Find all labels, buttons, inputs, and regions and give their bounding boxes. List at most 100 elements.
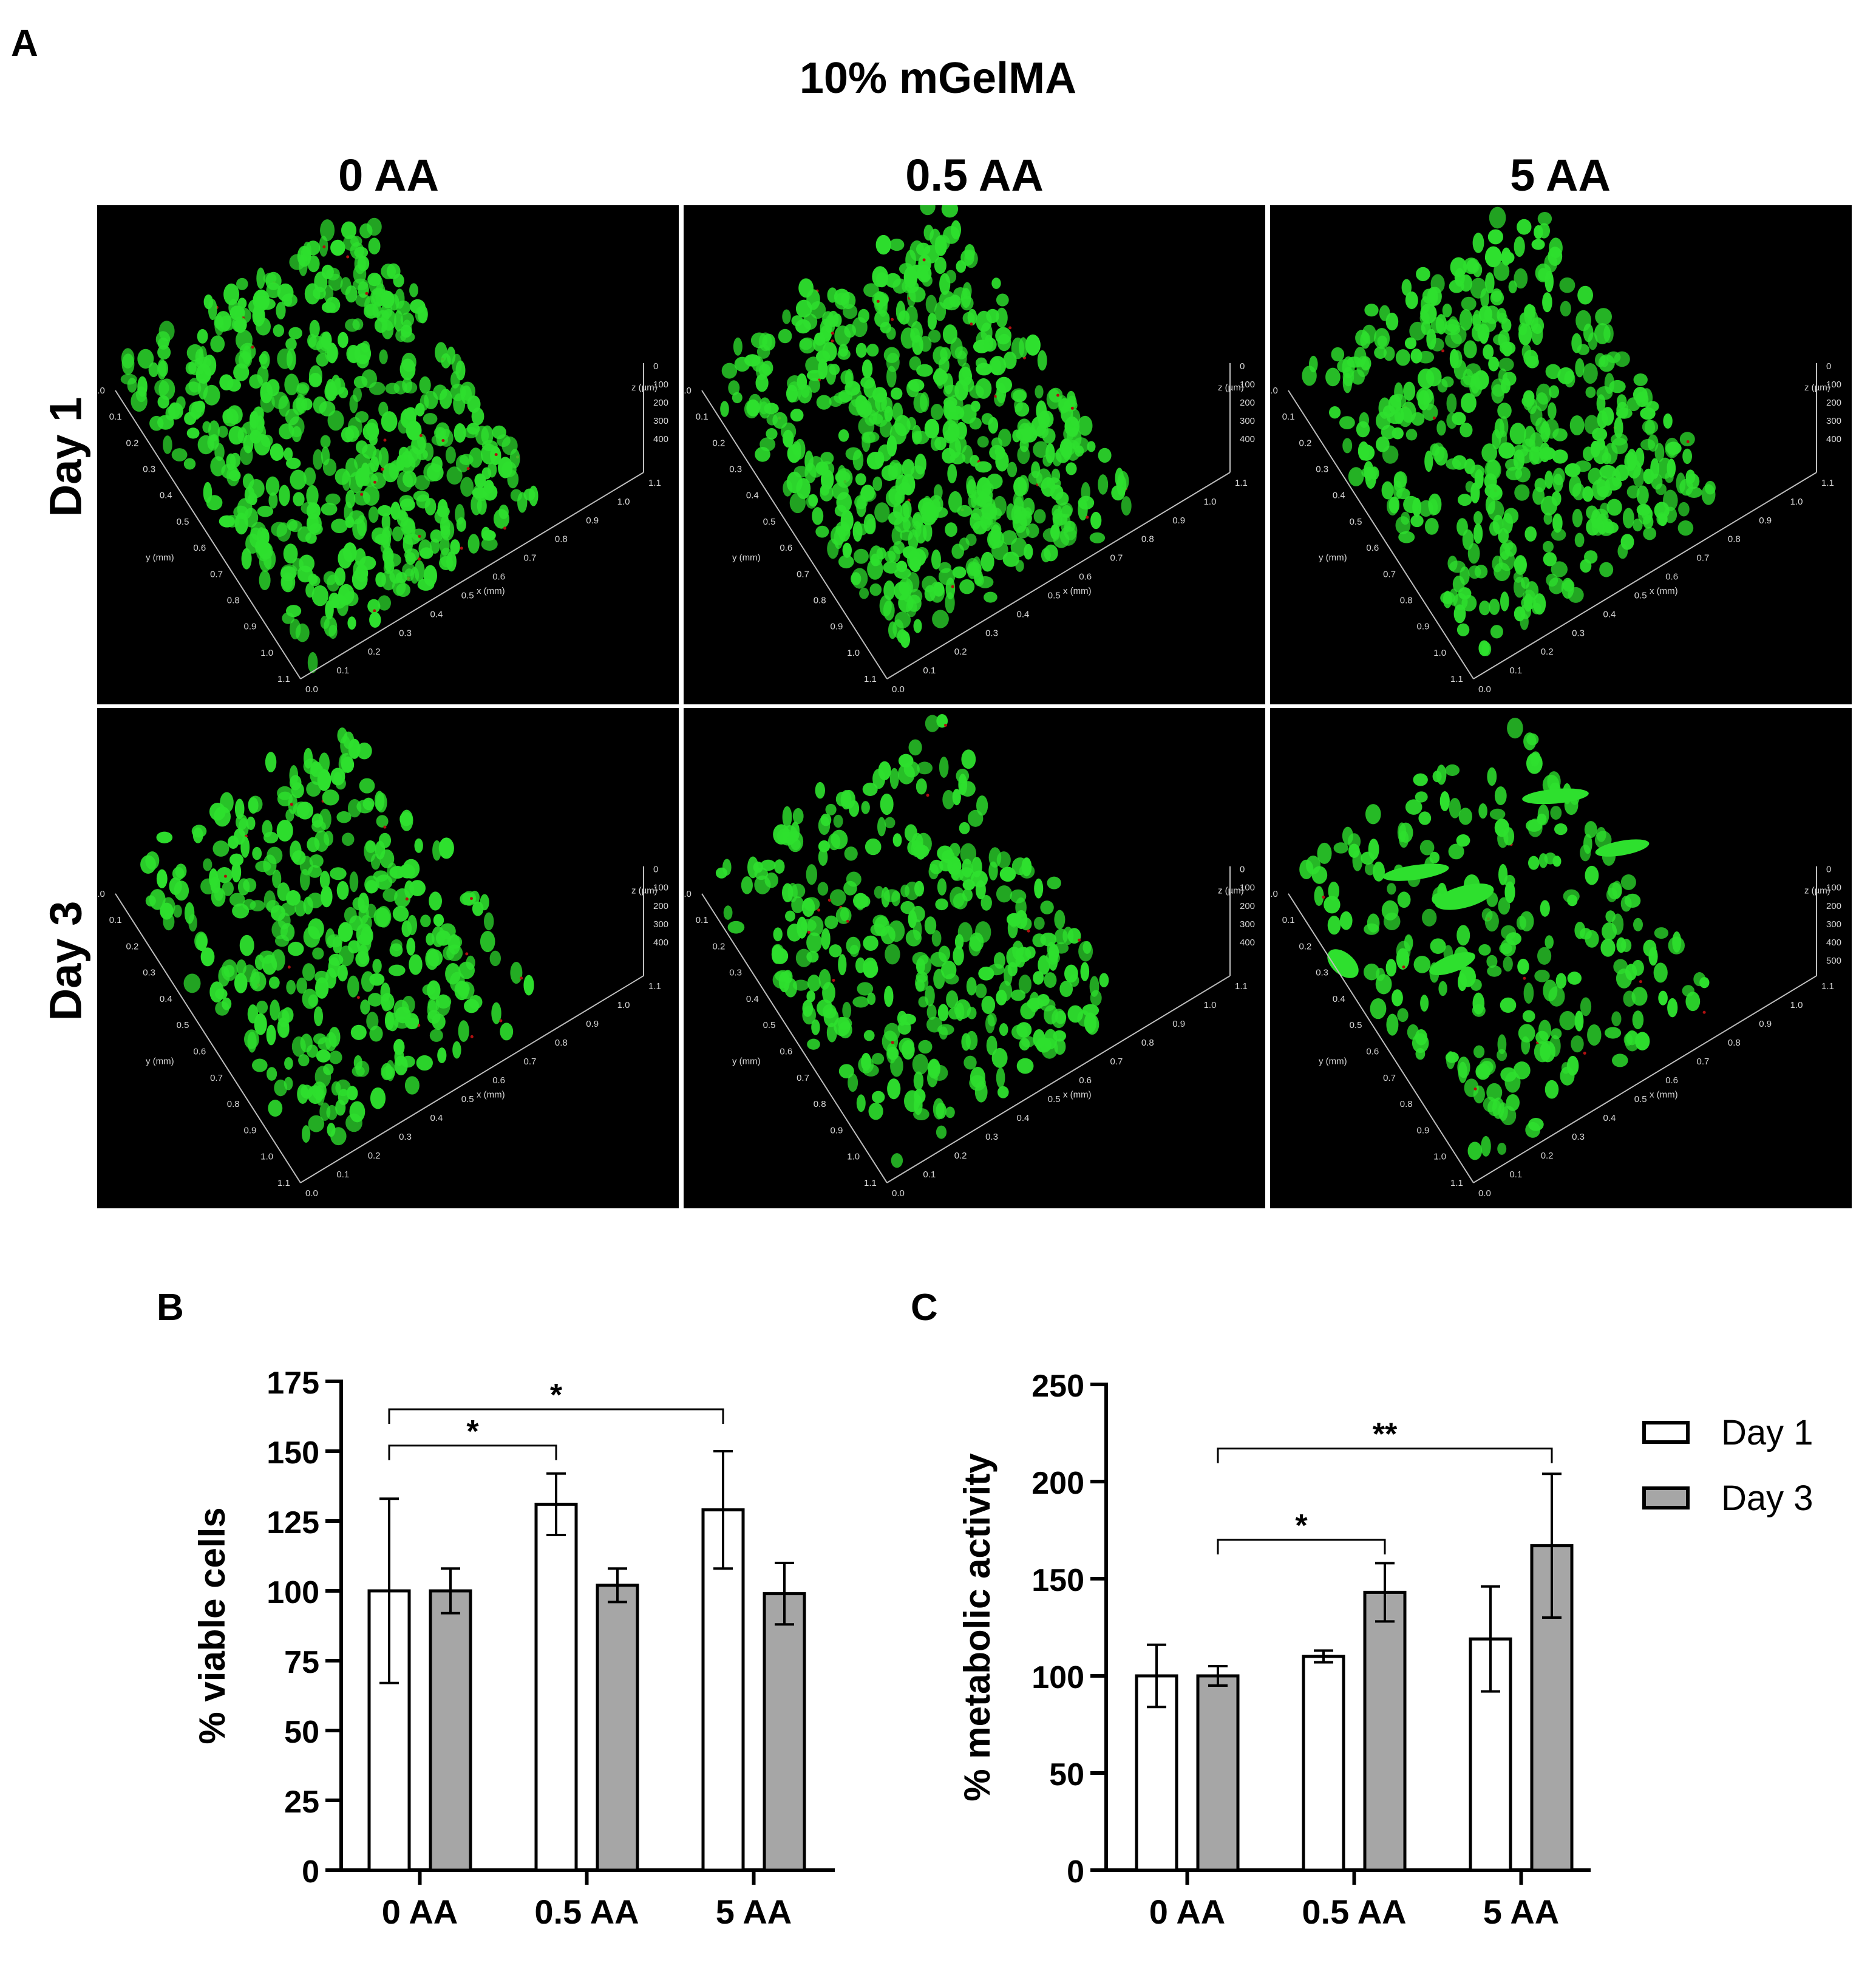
micro-x-label: x (mm) xyxy=(1650,586,1678,596)
micro-y-tick: 0.1 xyxy=(1282,412,1295,422)
y-axis-label: % viable cells xyxy=(192,1507,233,1744)
micro-y-tick: 0.4 xyxy=(160,491,172,501)
micro-y-tick: 0.0 xyxy=(97,889,105,899)
micro-x-tick: 0.9 xyxy=(1759,516,1772,526)
micro-y-label: y (mm) xyxy=(732,553,761,563)
micro-y-tick: 0.2 xyxy=(713,438,726,448)
panel-letter-c: C xyxy=(911,1287,938,1329)
micro-z-tick: 400 xyxy=(1240,938,1255,948)
micro-x-tick: 0.8 xyxy=(555,534,568,545)
bar-day3-2 xyxy=(763,1592,806,1872)
micro-y-tick: 0.6 xyxy=(193,543,206,553)
micro-y-tick: 0.5 xyxy=(177,1020,189,1030)
micro-x-tick: 0.8 xyxy=(555,1038,568,1048)
micro-y-label: y (mm) xyxy=(1319,1056,1347,1066)
micro-y-tick: 0.1 xyxy=(109,915,122,925)
micro-y-tick: 0.4 xyxy=(1333,491,1345,501)
x-tick-label: 5 AA xyxy=(1483,1893,1560,1931)
micro-z-tick: 300 xyxy=(1826,919,1841,930)
micro-y-tick: 0.9 xyxy=(1417,622,1430,632)
micro-z-label: z (µm) xyxy=(1804,383,1830,393)
micro-z-label: z (µm) xyxy=(631,886,658,896)
micro-x-tick: 0.7 xyxy=(524,1057,537,1067)
micro-x-tick: 0.6 xyxy=(1665,572,1678,582)
micrograph-day1-0aa: 0.0 0.1 0.2 0.3 0.4 0.5 0.6 0.7 0.8 0.9 1.0 1.1 0.0 0… xyxy=(97,205,679,704)
micro-x-tick: 0.3 xyxy=(399,1132,412,1142)
micro-x-tick: 0.3 xyxy=(399,628,412,638)
micro-z-tick: 300 xyxy=(653,416,668,426)
micro-x-tick: 1.1 xyxy=(648,478,661,488)
micro-y-tick: 1.1 xyxy=(277,1178,290,1188)
micro-y-tick: 0.8 xyxy=(1400,596,1413,606)
micro-x-tick: 0.3 xyxy=(985,628,998,638)
micro-x-tick: 0.7 xyxy=(1110,1057,1123,1067)
micro-y-tick: 0.9 xyxy=(1417,1125,1430,1135)
micro-y-tick: 1.0 xyxy=(260,648,273,658)
viable-cells-chart: 0 25 50 75 100 125 150 175 % viable cells 0 AA 0.5… xyxy=(192,1366,835,1931)
micro-x-label: x (mm) xyxy=(1650,1090,1678,1100)
micro-x-tick: 0.8 xyxy=(1141,1038,1154,1048)
x-tick-label: 0.5 AA xyxy=(1302,1893,1406,1931)
micro-z-tick: 100 xyxy=(653,883,668,893)
legend-label-day1: Day 1 xyxy=(1721,1412,1813,1452)
micro-x-tick: 1.0 xyxy=(1790,497,1803,507)
micro-y-tick: 0.6 xyxy=(1366,1046,1379,1057)
micro-y-tick: 0.8 xyxy=(227,596,240,606)
micro-z-tick: 200 xyxy=(1826,398,1841,408)
micro-y-tick: 0.6 xyxy=(1366,543,1379,553)
micro-x-tick: 0.7 xyxy=(1110,553,1123,563)
figure-title: 10% mGelMA xyxy=(799,54,1077,103)
panel-letter-b: B xyxy=(157,1287,184,1329)
micro-x-tick: 0.4 xyxy=(1017,609,1030,619)
micro-x-tick: 0.8 xyxy=(1141,534,1154,545)
micro-y-tick: 0.9 xyxy=(831,622,843,632)
metabolic-activity-chart: 0 50 100 150 200 250 % metabolic activity 0 AA 0… xyxy=(957,1369,1591,1931)
legend: Day 1 Day 3 xyxy=(1642,1400,1813,1531)
micro-x-tick: 1.1 xyxy=(1821,981,1834,992)
micro-y-tick: 0.8 xyxy=(1400,1099,1413,1109)
micro-y-tick: 0.5 xyxy=(1350,1020,1362,1030)
cell-cloud xyxy=(720,205,1132,648)
micro-z-tick: 400 xyxy=(1826,938,1841,948)
micro-y-tick: 0.4 xyxy=(160,994,172,1004)
micro-y-tick: 0.3 xyxy=(1316,465,1328,475)
y-tick-label: 100 xyxy=(1031,1660,1084,1695)
micro-x-tick: 0.1 xyxy=(336,665,349,676)
micro-y-tick: 1.1 xyxy=(864,1178,877,1188)
micro-x-tick: 0.4 xyxy=(430,1113,443,1123)
micro-x-tick: 0.2 xyxy=(368,1151,381,1161)
micro-y-tick: 0.6 xyxy=(780,543,792,553)
y-tick-label: 175 xyxy=(267,1366,319,1401)
micro-x-tick: 0.9 xyxy=(1172,1019,1185,1029)
micro-x-tick: 1.0 xyxy=(1204,1000,1217,1010)
micro-x-tick: 0.6 xyxy=(1665,1075,1678,1086)
y-tick-label: 0 xyxy=(1067,1854,1084,1890)
micro-z-tick: 200 xyxy=(1826,901,1841,911)
micro-z-tick: 100 xyxy=(1240,883,1255,893)
micro-y-label: y (mm) xyxy=(146,1056,174,1066)
micro-x-tick: 0.0 xyxy=(305,1188,318,1199)
micro-y-tick: 0.3 xyxy=(729,465,742,475)
micro-z-tick: 400 xyxy=(653,938,668,948)
micro-y-tick: 0.8 xyxy=(814,1099,826,1109)
x-tick-label: 5 AA xyxy=(716,1893,792,1931)
micro-x-tick: 0.6 xyxy=(1079,572,1092,582)
micro-y-tick: 0.0 xyxy=(684,386,692,396)
micrograph-day3-5aa: 0.0 0.1 0.2 0.3 0.4 0.5 0.6 0.7 0.8 0.9 1.0 1.1 0.0 0… xyxy=(1270,708,1852,1208)
legend-label-day3: Day 3 xyxy=(1721,1478,1813,1518)
cell-cloud xyxy=(120,217,539,673)
bar-day3-1 xyxy=(596,1584,639,1872)
micro-z-tick: 0 xyxy=(1826,361,1831,372)
micrograph-day3-05aa: 0.0 0.1 0.2 0.3 0.4 0.5 0.6 0.7 0.8 0.9 1.0 1.1 0.0 0… xyxy=(684,708,1265,1208)
micro-y-tick: 0.7 xyxy=(1383,1073,1396,1083)
micro-x-tick: 0.1 xyxy=(923,665,936,676)
cell-cloud xyxy=(1299,717,1710,1160)
micro-x-tick: 1.1 xyxy=(1235,981,1248,992)
micro-y-tick: 0.3 xyxy=(143,465,155,475)
micro-z-tick: 300 xyxy=(1240,416,1255,426)
bar-day1-1 xyxy=(1302,1655,1345,1872)
micro-y-tick: 0.1 xyxy=(696,915,709,925)
micro-z-tick: 300 xyxy=(1240,919,1255,930)
micro-y-tick: 0.5 xyxy=(1350,517,1362,527)
micro-x-label: x (mm) xyxy=(477,586,505,596)
